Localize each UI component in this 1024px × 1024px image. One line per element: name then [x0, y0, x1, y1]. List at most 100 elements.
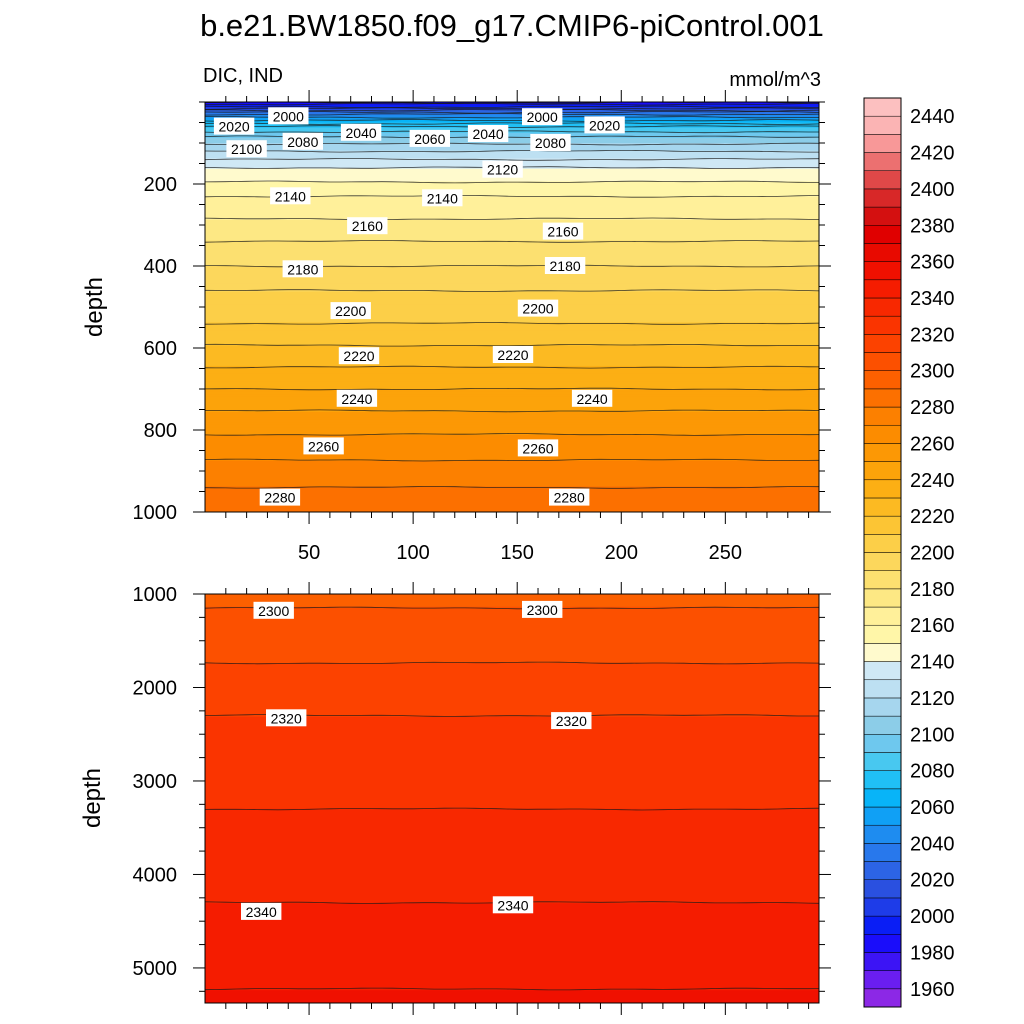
colorbar-swatch [863, 334, 902, 353]
colorbar-label: 2040 [910, 833, 955, 855]
colorbar-swatch [863, 370, 902, 390]
contour-band [205, 335, 819, 339]
colorbar-label: 2240 [910, 470, 955, 492]
contour-band [205, 419, 819, 423]
x-tick-label: 200 [605, 542, 638, 564]
contour-line [205, 102, 819, 106]
colorbar-label: 2420 [910, 143, 955, 165]
contour-label: 2260 [303, 437, 344, 455]
colorbar-swatch [863, 461, 902, 481]
contour-label: 2140 [270, 187, 311, 205]
contour-band [205, 619, 819, 623]
colorbar-label: 2120 [910, 688, 955, 710]
contour-band [205, 127, 819, 131]
contour-band [205, 594, 819, 598]
colorbar-label: 2020 [910, 870, 955, 892]
contour-band [205, 762, 819, 766]
contour-band [205, 237, 819, 241]
contour-band [205, 383, 819, 388]
colorbar-swatch [863, 115, 902, 135]
contour-band [205, 683, 819, 687]
contour-label: 2280 [259, 488, 301, 506]
contour-band [205, 396, 819, 400]
contour-band [205, 194, 819, 198]
contour-label: 2240 [336, 389, 378, 407]
contour-band [205, 870, 819, 874]
contour-band [205, 176, 819, 180]
colorbar-swatch [863, 752, 902, 771]
colorbar-swatch [863, 897, 902, 917]
contour-band [205, 926, 819, 930]
colorbar-swatch [863, 497, 902, 517]
contour-band [205, 747, 819, 751]
contour-band [205, 752, 819, 756]
colorbar-swatch [863, 988, 902, 1008]
colorbar-swatch [863, 315, 902, 335]
upper-contour-fill [205, 102, 819, 512]
contour-line [205, 322, 819, 325]
contour-band [205, 463, 819, 467]
contour-band [205, 992, 819, 996]
contour-label: 2200 [330, 302, 371, 320]
colorbar-label: 2320 [910, 324, 955, 346]
colorbar-label: 2080 [910, 761, 955, 783]
colorbar-swatch [863, 243, 902, 262]
contour-band [205, 675, 819, 679]
contour-band [205, 373, 819, 377]
contour-band [205, 668, 819, 672]
contour-band [205, 634, 819, 639]
colorbar-swatch [863, 934, 902, 953]
contour-line [205, 433, 819, 436]
contour-band [205, 893, 819, 897]
contour-band [205, 242, 819, 247]
contour-band [205, 785, 819, 789]
contour-band [205, 962, 819, 966]
contour-label: 2000 [522, 108, 563, 126]
upper-panel: 2000 2020 2040 2060 2040 2000 2020 2100 2080 2080… [81, 90, 831, 564]
contour-band [205, 749, 819, 754]
x-tick-label: 150 [501, 542, 534, 564]
contour-label: 2220 [492, 346, 534, 363]
contour-band [205, 458, 819, 462]
y-tick-label: 400 [144, 256, 177, 278]
contour-line [205, 987, 819, 991]
contour-band [205, 918, 819, 922]
contour-band [205, 979, 819, 984]
contour-label-text: 2300 [258, 603, 289, 619]
contour-band [205, 629, 819, 633]
contour-band [205, 227, 819, 231]
contour-band [205, 678, 819, 682]
contour-label-text: 2000 [273, 108, 304, 124]
contour-band [205, 703, 819, 708]
contour-band [205, 119, 819, 124]
contour-label-text: 2260 [522, 440, 553, 456]
contour-band [205, 599, 819, 603]
contour-band [205, 296, 819, 300]
contour-band [205, 445, 819, 449]
contour-band [205, 772, 819, 777]
contour-band [205, 125, 819, 129]
contour-band [205, 368, 819, 372]
lower-plot-frame [204, 593, 820, 1004]
contour-label-text: 2020 [589, 117, 620, 133]
y-tick-label: 3000 [133, 771, 178, 793]
contour-band [205, 887, 819, 892]
contour-band [205, 744, 819, 748]
contour-band [205, 289, 819, 293]
contour-band [205, 219, 819, 224]
contour-label: 2300 [253, 601, 294, 619]
contour-label: 2320 [266, 709, 307, 727]
colorbar-swatch [863, 406, 902, 426]
contour-band [205, 872, 819, 876]
colorbar-swatch [863, 552, 902, 571]
contour-band [205, 803, 819, 807]
contour-band [205, 132, 819, 136]
contour-band [205, 447, 819, 452]
contour-band [205, 199, 819, 203]
contour-line [205, 661, 819, 665]
contour-label-text: 2220 [343, 348, 374, 364]
contour-line [205, 486, 819, 489]
contour-band [205, 365, 819, 370]
contour-band [205, 967, 819, 971]
